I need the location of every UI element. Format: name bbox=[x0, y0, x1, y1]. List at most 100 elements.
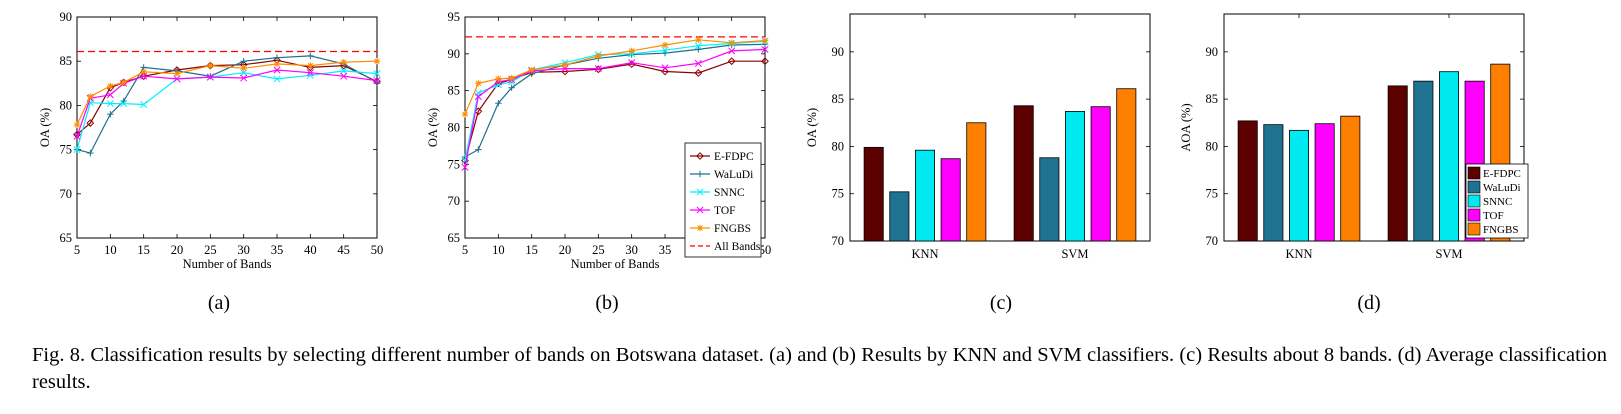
data-point-snnc bbox=[273, 75, 281, 83]
bar-svm-fngbs bbox=[1116, 88, 1137, 242]
data-point-tof bbox=[340, 72, 348, 80]
data-point-fngbs bbox=[307, 62, 314, 69]
data-point-snnc bbox=[661, 46, 669, 54]
data-point-tof bbox=[373, 77, 381, 85]
chart-d: 70 75 80 85 90 AOA (%) KNN SVM E-FDPC WaLuDi SNNC T… bbox=[1179, 13, 1529, 261]
data-point-fngbs bbox=[240, 65, 247, 72]
bar-knn-e-fdpc bbox=[863, 146, 884, 242]
y-tick-label: 90 bbox=[448, 47, 461, 61]
x-tick-label: 20 bbox=[559, 243, 572, 257]
y-tick-label: 85 bbox=[448, 84, 461, 98]
x-tick-label: 35 bbox=[271, 243, 284, 257]
legend-marker-tof bbox=[696, 206, 704, 214]
y-axis-label: AOA (%) bbox=[1179, 103, 1193, 151]
data-point-snnc bbox=[120, 100, 128, 108]
data-point-fngbs bbox=[595, 52, 602, 60]
data-point-tof bbox=[628, 59, 636, 67]
data-point-tof bbox=[594, 65, 602, 73]
legend-swatch-waludi bbox=[1467, 180, 1481, 194]
y-tick-label: 75 bbox=[1206, 187, 1219, 201]
data-point-fngbs bbox=[140, 68, 147, 76]
series-line-e-fdpc bbox=[464, 60, 765, 161]
data-point-tof bbox=[461, 163, 469, 171]
bar-knn-snnc bbox=[1289, 129, 1310, 242]
data-point-tof bbox=[73, 132, 81, 140]
data-point-snnc bbox=[140, 100, 148, 109]
legend-marker-e-fdpc bbox=[696, 152, 704, 160]
data-point-fngbs bbox=[273, 60, 281, 68]
figure-caption: Fig. 8. Classification results by select… bbox=[32, 344, 1607, 393]
data-point-waludi bbox=[240, 58, 247, 65]
x-tick-label-knn: KNN bbox=[911, 247, 938, 261]
x-tick-label: 50 bbox=[371, 243, 384, 257]
data-point-e-fdpc bbox=[761, 57, 769, 66]
bar-svm-e-fdpc bbox=[1387, 85, 1408, 242]
data-point-fngbs bbox=[87, 93, 94, 100]
x-tick-label: 25 bbox=[592, 243, 605, 257]
series-line-tof bbox=[464, 48, 766, 168]
y-tick-label: 65 bbox=[448, 231, 461, 245]
legend-label-snnc: SNNC bbox=[714, 187, 745, 199]
x-tick-label: 5 bbox=[74, 243, 80, 257]
data-point-fngbs bbox=[761, 37, 769, 44]
y-tick-label: 90 bbox=[60, 10, 73, 24]
x-tick-label: 5 bbox=[462, 243, 468, 257]
y-tick-label: 65 bbox=[60, 231, 73, 245]
legend-marker-fngbs bbox=[696, 224, 704, 232]
bar-svm-tof bbox=[1090, 106, 1111, 242]
x-tick-label: 45 bbox=[337, 243, 350, 257]
bar-svm-snnc bbox=[1065, 111, 1086, 242]
bar-svm-waludi bbox=[1039, 157, 1060, 242]
x-axis-label: Number of Bands bbox=[571, 257, 660, 271]
data-point-waludi bbox=[495, 99, 502, 107]
x-tick-label-svm: SVM bbox=[1435, 247, 1462, 261]
legend-label-tof: TOF bbox=[714, 205, 736, 217]
legend-label-waludi: WaLuDi bbox=[1483, 182, 1521, 194]
x-tick-label: 10 bbox=[104, 243, 117, 257]
legend-marker-waludi bbox=[696, 170, 704, 178]
data-point-fngbs bbox=[661, 41, 669, 49]
data-point-snnc bbox=[373, 70, 381, 78]
data-point-fngbs bbox=[73, 121, 81, 129]
series-line-e-fdpc bbox=[76, 59, 378, 136]
data-point-tof bbox=[106, 91, 114, 99]
y-tick-label: 90 bbox=[1206, 45, 1219, 59]
series-line-tof bbox=[76, 69, 378, 137]
data-point-tof bbox=[728, 47, 736, 55]
y-tick-label: 70 bbox=[60, 187, 73, 201]
x-axis-label: Number of Bands bbox=[183, 257, 272, 271]
bar-svm-e-fdpc bbox=[1013, 105, 1034, 242]
data-point-waludi bbox=[307, 52, 314, 60]
y-tick-label: 80 bbox=[60, 98, 73, 112]
legend-marker-snnc bbox=[696, 188, 704, 196]
legend-label-snnc: SNNC bbox=[1483, 196, 1512, 208]
y-tick-label: 80 bbox=[1206, 139, 1219, 153]
legend-swatch-tof bbox=[1467, 208, 1481, 222]
bar-knn-tof bbox=[1314, 123, 1335, 242]
bar-knn-waludi bbox=[1263, 124, 1284, 242]
data-point-fngbs bbox=[728, 39, 735, 46]
data-point-fngbs bbox=[207, 62, 214, 69]
chart-a: 5 10 15 20 25 30 35 40 45 50 65 70 75 80 85 90 Number of… bbox=[38, 10, 383, 271]
y-axis-label: OA (%) bbox=[426, 108, 440, 147]
data-point-waludi bbox=[695, 46, 702, 53]
panel-label-b: (b) bbox=[595, 292, 618, 314]
data-point-e-fdpc bbox=[694, 69, 703, 77]
data-point-fngbs bbox=[475, 80, 482, 87]
data-point-tof bbox=[273, 66, 281, 74]
data-point-e-fdpc bbox=[727, 57, 736, 66]
y-tick-label: 75 bbox=[448, 157, 461, 171]
y-tick-label: 75 bbox=[60, 143, 73, 157]
bar-knn-waludi bbox=[889, 191, 910, 242]
data-point-waludi bbox=[475, 146, 482, 153]
x-tick-label: 50 bbox=[759, 243, 772, 257]
legend-label-all-bands: All Bands bbox=[714, 241, 761, 253]
bar-knn-snnc bbox=[915, 149, 936, 242]
bar-knn-tof bbox=[940, 158, 961, 242]
plot-area bbox=[76, 16, 378, 239]
panel-label-d: (d) bbox=[1357, 292, 1380, 314]
legend-swatch-e-fdpc bbox=[1467, 166, 1481, 180]
data-point-e-fdpc bbox=[86, 119, 95, 127]
data-point-tof bbox=[761, 45, 769, 53]
data-point-fngbs bbox=[173, 70, 181, 77]
